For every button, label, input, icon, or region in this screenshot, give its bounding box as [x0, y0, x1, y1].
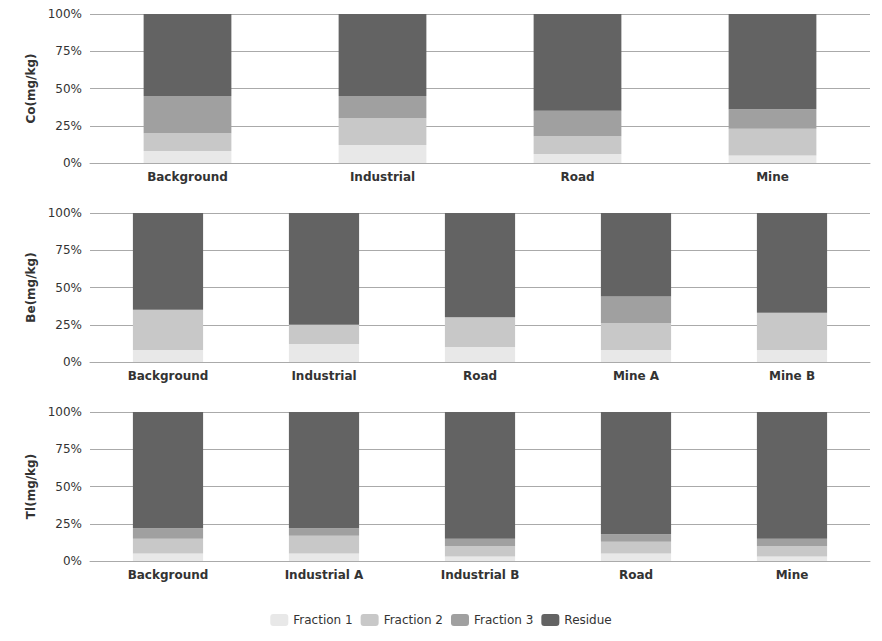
svg-text:75%: 75%: [55, 44, 82, 58]
svg-text:50%: 50%: [55, 480, 82, 494]
svg-text:75%: 75%: [55, 442, 82, 456]
svg-text:0%: 0%: [63, 554, 82, 568]
svg-text:Industrial: Industrial: [350, 170, 415, 184]
svg-text:Background: Background: [147, 170, 228, 184]
svg-text:Co(mg/kg): Co(mg/kg): [24, 53, 38, 123]
svg-text:Road: Road: [463, 369, 497, 383]
svg-text:0%: 0%: [63, 355, 82, 369]
svg-text:25%: 25%: [55, 318, 82, 332]
svg-text:Industrial: Industrial: [291, 369, 356, 383]
svg-text:Residue: Residue: [564, 613, 611, 627]
svg-text:100%: 100%: [48, 7, 82, 21]
svg-text:Tl(mg/kg): Tl(mg/kg): [24, 454, 38, 519]
svg-text:Background: Background: [128, 568, 209, 582]
svg-text:Industrial B: Industrial B: [441, 568, 520, 582]
svg-text:25%: 25%: [55, 517, 82, 531]
svg-text:75%: 75%: [55, 243, 82, 257]
svg-text:Fraction 3: Fraction 3: [474, 613, 533, 627]
svg-text:Road: Road: [560, 170, 594, 184]
svg-text:Mine: Mine: [756, 170, 789, 184]
svg-text:100%: 100%: [48, 206, 82, 220]
svg-text:Background: Background: [128, 369, 209, 383]
svg-text:25%: 25%: [55, 119, 82, 133]
svg-text:Mine B: Mine B: [769, 369, 815, 383]
svg-text:Fraction 1: Fraction 1: [293, 613, 352, 627]
svg-text:0%: 0%: [63, 156, 82, 170]
svg-text:100%: 100%: [48, 405, 82, 419]
svg-text:50%: 50%: [55, 82, 82, 96]
svg-text:Mine A: Mine A: [613, 369, 660, 383]
svg-text:50%: 50%: [55, 281, 82, 295]
svg-text:Industrial A: Industrial A: [285, 568, 364, 582]
svg-text:Be(mg/kg): Be(mg/kg): [24, 252, 38, 322]
svg-text:Fraction 2: Fraction 2: [384, 613, 443, 627]
svg-text:Road: Road: [619, 568, 653, 582]
svg-text:Mine: Mine: [776, 568, 809, 582]
